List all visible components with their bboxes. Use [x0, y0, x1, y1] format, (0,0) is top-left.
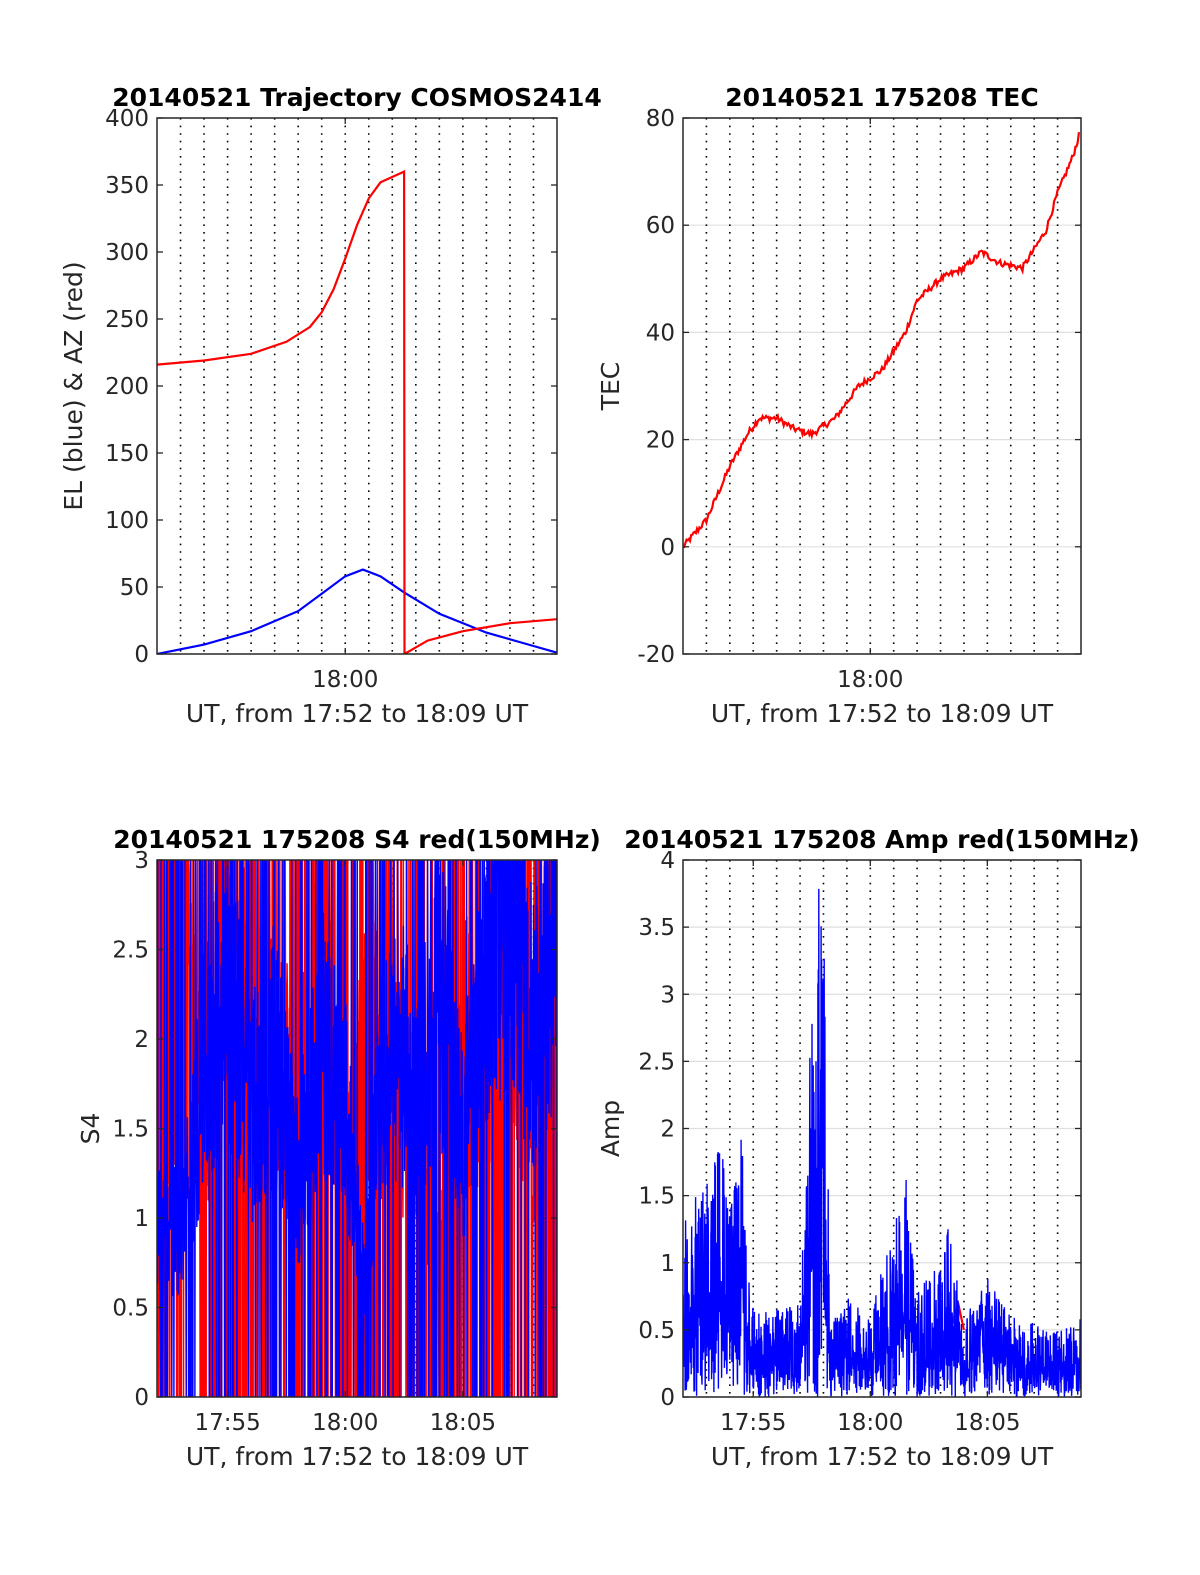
series-group: [683, 132, 1080, 549]
y-tick-label: 1.5: [638, 1184, 675, 1210]
y-tick-label: 1: [134, 1206, 149, 1232]
x-tick-label: 17:55: [720, 1410, 786, 1436]
y-tick-label: 40: [646, 320, 675, 346]
chart-title: 20140521 175208 S4 red(150MHz): [113, 825, 601, 854]
y-tick-label: 4: [660, 848, 675, 874]
series-trace-2: [157, 860, 557, 1397]
y-tick-label: 1.5: [112, 1117, 149, 1143]
chart-panel-3: 0 0.5 1 1.5 2 2.5 3 17:55 18:00 18:05 20140521 175…: [76, 825, 601, 1471]
y-tick-label: 2.5: [638, 1049, 675, 1075]
y-tick-label: 60: [646, 213, 675, 239]
x-tick-label: 18:05: [954, 1410, 1020, 1436]
chart-panel-4: 0 0.5 1 1.5 2 2.5 3 3.5 4 17:55 18:00 18:05 20140521…: [596, 825, 1140, 1471]
x-tick-label: 18:00: [837, 667, 903, 693]
axes-box: [156, 117, 558, 655]
x-axis-label: UT, from 17:52 to 18:09 UT: [186, 1442, 529, 1471]
series-line-2: [157, 169, 557, 654]
y-tick-label: 400: [105, 106, 149, 132]
y-tick-label: 0: [134, 642, 149, 668]
x-tick-label: 18:00: [312, 667, 378, 693]
series-group: [683, 888, 1081, 1397]
chart-title: 20140521 Trajectory COSMOS2414: [112, 83, 602, 112]
series-group: [157, 860, 557, 1397]
y-tick-label: 0: [660, 535, 675, 561]
series-group: [157, 169, 557, 654]
y-tick-label: 50: [120, 575, 149, 601]
y-tick-label: -20: [637, 642, 675, 668]
y-axis-label: EL (blue) & AZ (red): [59, 261, 88, 510]
chart-title: 20140521 175208 TEC: [725, 83, 1038, 112]
x-axis-label: UT, from 17:52 to 18:09 UT: [711, 1442, 1054, 1471]
chart-panel-1: 0 50 100 150 200 250 300 350 400 18:00 20140521 Tr…: [59, 83, 602, 728]
x-axis-label: UT, from 17:52 to 18:09 UT: [711, 699, 1054, 728]
y-tick-label: 2: [660, 1117, 675, 1143]
y-tick-label: 3.5: [638, 915, 675, 941]
chart-panel-2: -20 0 20 40 60 80 18:00 20140521 175208 TEC UT, …: [596, 83, 1082, 728]
x-tick-label: 18:00: [312, 1410, 378, 1436]
chart-title: 20140521 175208 Amp red(150MHz): [624, 825, 1140, 854]
x-tick-label: 18:00: [837, 1410, 903, 1436]
y-tick-label: 0: [660, 1385, 675, 1411]
y-tick-label: 100: [105, 508, 149, 534]
y-tick-label: 350: [105, 173, 149, 199]
y-tick-label: 0.5: [112, 1296, 149, 1322]
series-line-1: [157, 568, 557, 654]
y-tick-label: 300: [105, 240, 149, 266]
y-axis-label: Amp: [596, 1100, 625, 1157]
y-tick-label: 3: [660, 982, 675, 1008]
y-tick-label: 3: [134, 848, 149, 874]
y-tick-label: 200: [105, 374, 149, 400]
y-axis-label: TEC: [596, 362, 625, 412]
series-line-1: [683, 132, 1080, 549]
series-trace-2: [683, 888, 1081, 1397]
x-tick-label: 17:55: [194, 1410, 260, 1436]
axes-box: [682, 117, 1082, 655]
x-axis-label: UT, from 17:52 to 18:09 UT: [186, 699, 529, 728]
y-tick-label: 20: [646, 428, 675, 454]
y-tick-label: 0: [134, 1385, 149, 1411]
y-tick-label: 2.5: [112, 938, 149, 964]
y-axis-label: S4: [76, 1113, 105, 1145]
y-tick-label: 0.5: [638, 1318, 675, 1344]
y-tick-label: 2: [134, 1027, 149, 1053]
y-tick-label: 80: [646, 106, 675, 132]
y-tick-label: 1: [660, 1251, 675, 1277]
x-tick-label: 18:05: [430, 1410, 496, 1436]
y-tick-label: 250: [105, 307, 149, 333]
y-tick-label: 150: [105, 441, 149, 467]
